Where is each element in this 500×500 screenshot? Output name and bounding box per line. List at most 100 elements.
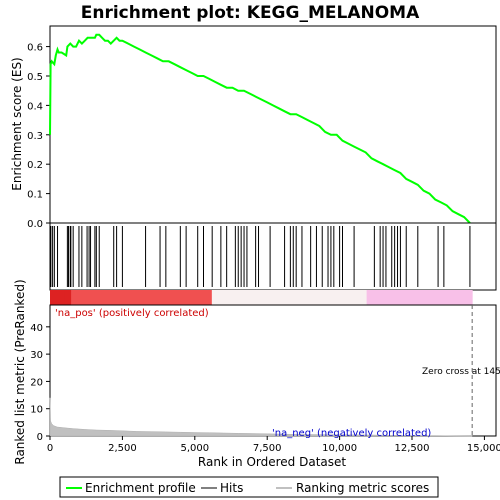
x-tick-label: 15,000: [467, 443, 500, 454]
color-bar-segment: [57, 290, 65, 305]
color-bar-segment: [99, 290, 107, 305]
color-bar-segment: [465, 290, 473, 305]
x-tick-label: 2,500: [108, 443, 137, 454]
color-bar-segment: [331, 290, 339, 305]
metric-y-ticks: 0 10 20 30 40: [30, 323, 50, 443]
color-bar-segment: [225, 290, 234, 305]
color-bar-segment: [359, 290, 368, 305]
color-bar-segment: [176, 290, 185, 305]
color-bar-segment: [247, 290, 255, 305]
color-bar-segment: [366, 290, 375, 305]
hits-panel: [49, 222, 497, 305]
color-bar-segment: [204, 290, 213, 305]
color-bar-segment: [85, 290, 93, 305]
color-bar-segment: [444, 290, 452, 305]
color-bar-segment: [127, 290, 135, 305]
color-bar-segment: [394, 290, 403, 305]
color-bar-segment: [345, 290, 354, 305]
color-bar-segment: [458, 290, 466, 305]
color-bar-segment: [408, 290, 417, 305]
color-bar-segment: [275, 290, 283, 305]
color-bar-segment: [289, 290, 297, 305]
color-bar-segment: [380, 290, 389, 305]
x-tick-label: 12,500: [395, 443, 430, 454]
x-tick-label: 5,000: [180, 443, 209, 454]
color-bar-segment: [254, 290, 262, 305]
color-bar-segment: [162, 290, 171, 305]
color-bar-segment: [232, 290, 241, 305]
es-y-label: Enrichment score (ES): [10, 57, 24, 190]
color-bar-segment: [113, 290, 121, 305]
chart-title: Enrichment plot: KEGG_MELANOMA: [81, 3, 420, 23]
es-y-tick-label: 0.1: [27, 190, 43, 201]
es-panel: 0.0 0.1 0.2 0.3 0.4 0.5 0.6 Enrichment score (…: [10, 25, 497, 230]
color-bar-segment: [92, 290, 100, 305]
color-bar-segment: [317, 290, 325, 305]
color-bar-segment: [310, 290, 318, 305]
metric-y-tick-label: 0: [37, 432, 43, 443]
color-bar-segment: [106, 290, 114, 305]
color-bar-segment: [436, 290, 445, 305]
color-bar-segment: [282, 290, 290, 305]
color-bar-segment: [261, 290, 269, 305]
es-y-tick-label: 0.2: [27, 160, 43, 171]
color-bar-segment: [373, 290, 382, 305]
es-y-tick-label: 0.0: [27, 219, 43, 230]
metric-y-tick-label: 40: [30, 323, 43, 334]
color-bar-segment: [218, 290, 227, 305]
color-bar-segment: [211, 290, 220, 305]
color-bar-segment: [429, 290, 438, 305]
metric-y-tick-label: 10: [30, 405, 43, 416]
color-bar-segment: [387, 290, 396, 305]
color-bar-segment: [148, 290, 157, 305]
legend-hits-label: Hits: [220, 481, 243, 495]
legend-enrichment-label: Enrichment profile: [85, 481, 196, 495]
metric-y-label: Ranked list metric (PreRanked): [13, 279, 27, 464]
color-bar-segment: [141, 290, 150, 305]
color-bar-segment: [401, 290, 410, 305]
zero-cross-label: Zero cross at 14577: [422, 367, 500, 377]
color-bar-segment: [169, 290, 178, 305]
legend: Enrichment profile Hits Ranking metric s…: [59, 476, 439, 498]
color-bar-segment: [120, 290, 128, 305]
color-bar-segment: [78, 290, 86, 305]
color-bar-segment: [268, 290, 276, 305]
metric-y-tick-label: 20: [30, 377, 43, 388]
color-bar-segment: [155, 290, 164, 305]
x-tick-label: 7,500: [253, 443, 282, 454]
metric-panel: 0 10 20 30 40 'na_pos' (positively correlate…: [13, 279, 500, 469]
x-axis-ticks: 0 2,500 5,000 7,500 10,000 12,500 15,000: [47, 436, 500, 454]
rank-color-bar: [50, 290, 473, 305]
legend-metric-label: Ranking metric scores: [296, 481, 429, 495]
color-bar-segment: [303, 290, 311, 305]
color-bar-segment: [415, 290, 424, 305]
color-bar-segment: [64, 290, 72, 305]
color-bar-segment: [50, 290, 58, 305]
color-bar-segment: [183, 290, 192, 305]
color-bar-segment: [190, 290, 199, 305]
es-y-tick-label: 0.4: [27, 101, 43, 112]
color-bar-segment: [451, 290, 459, 305]
pos-correlated-label: 'na_pos' (positively correlated): [55, 308, 209, 319]
x-tick-label: 0: [47, 443, 53, 454]
metric-y-tick-label: 30: [30, 350, 43, 361]
color-bar-segment: [197, 290, 206, 305]
hit-markers: [50, 226, 471, 287]
color-bar-segment: [134, 290, 142, 305]
enrichment-profile-line: [49, 33, 471, 224]
x-tick-label: 10,000: [322, 443, 357, 454]
color-bar-segment: [296, 290, 304, 305]
es-y-tick-label: 0.5: [27, 72, 43, 83]
color-bar-segment: [422, 290, 431, 305]
color-bar-segment: [239, 290, 248, 305]
ranking-metric-area: [49, 397, 473, 437]
color-bar-segment: [324, 290, 332, 305]
color-bar-segment: [71, 290, 79, 305]
es-y-tick-label: 0.3: [27, 131, 43, 142]
es-y-tick-label: 0.6: [27, 43, 43, 54]
color-bar-segment: [352, 290, 361, 305]
neg-correlated-label: 'na_neg' (negatively correlated): [272, 428, 431, 439]
x-axis-label: Rank in Ordered Dataset: [198, 455, 346, 469]
color-bar-segment: [338, 290, 347, 305]
